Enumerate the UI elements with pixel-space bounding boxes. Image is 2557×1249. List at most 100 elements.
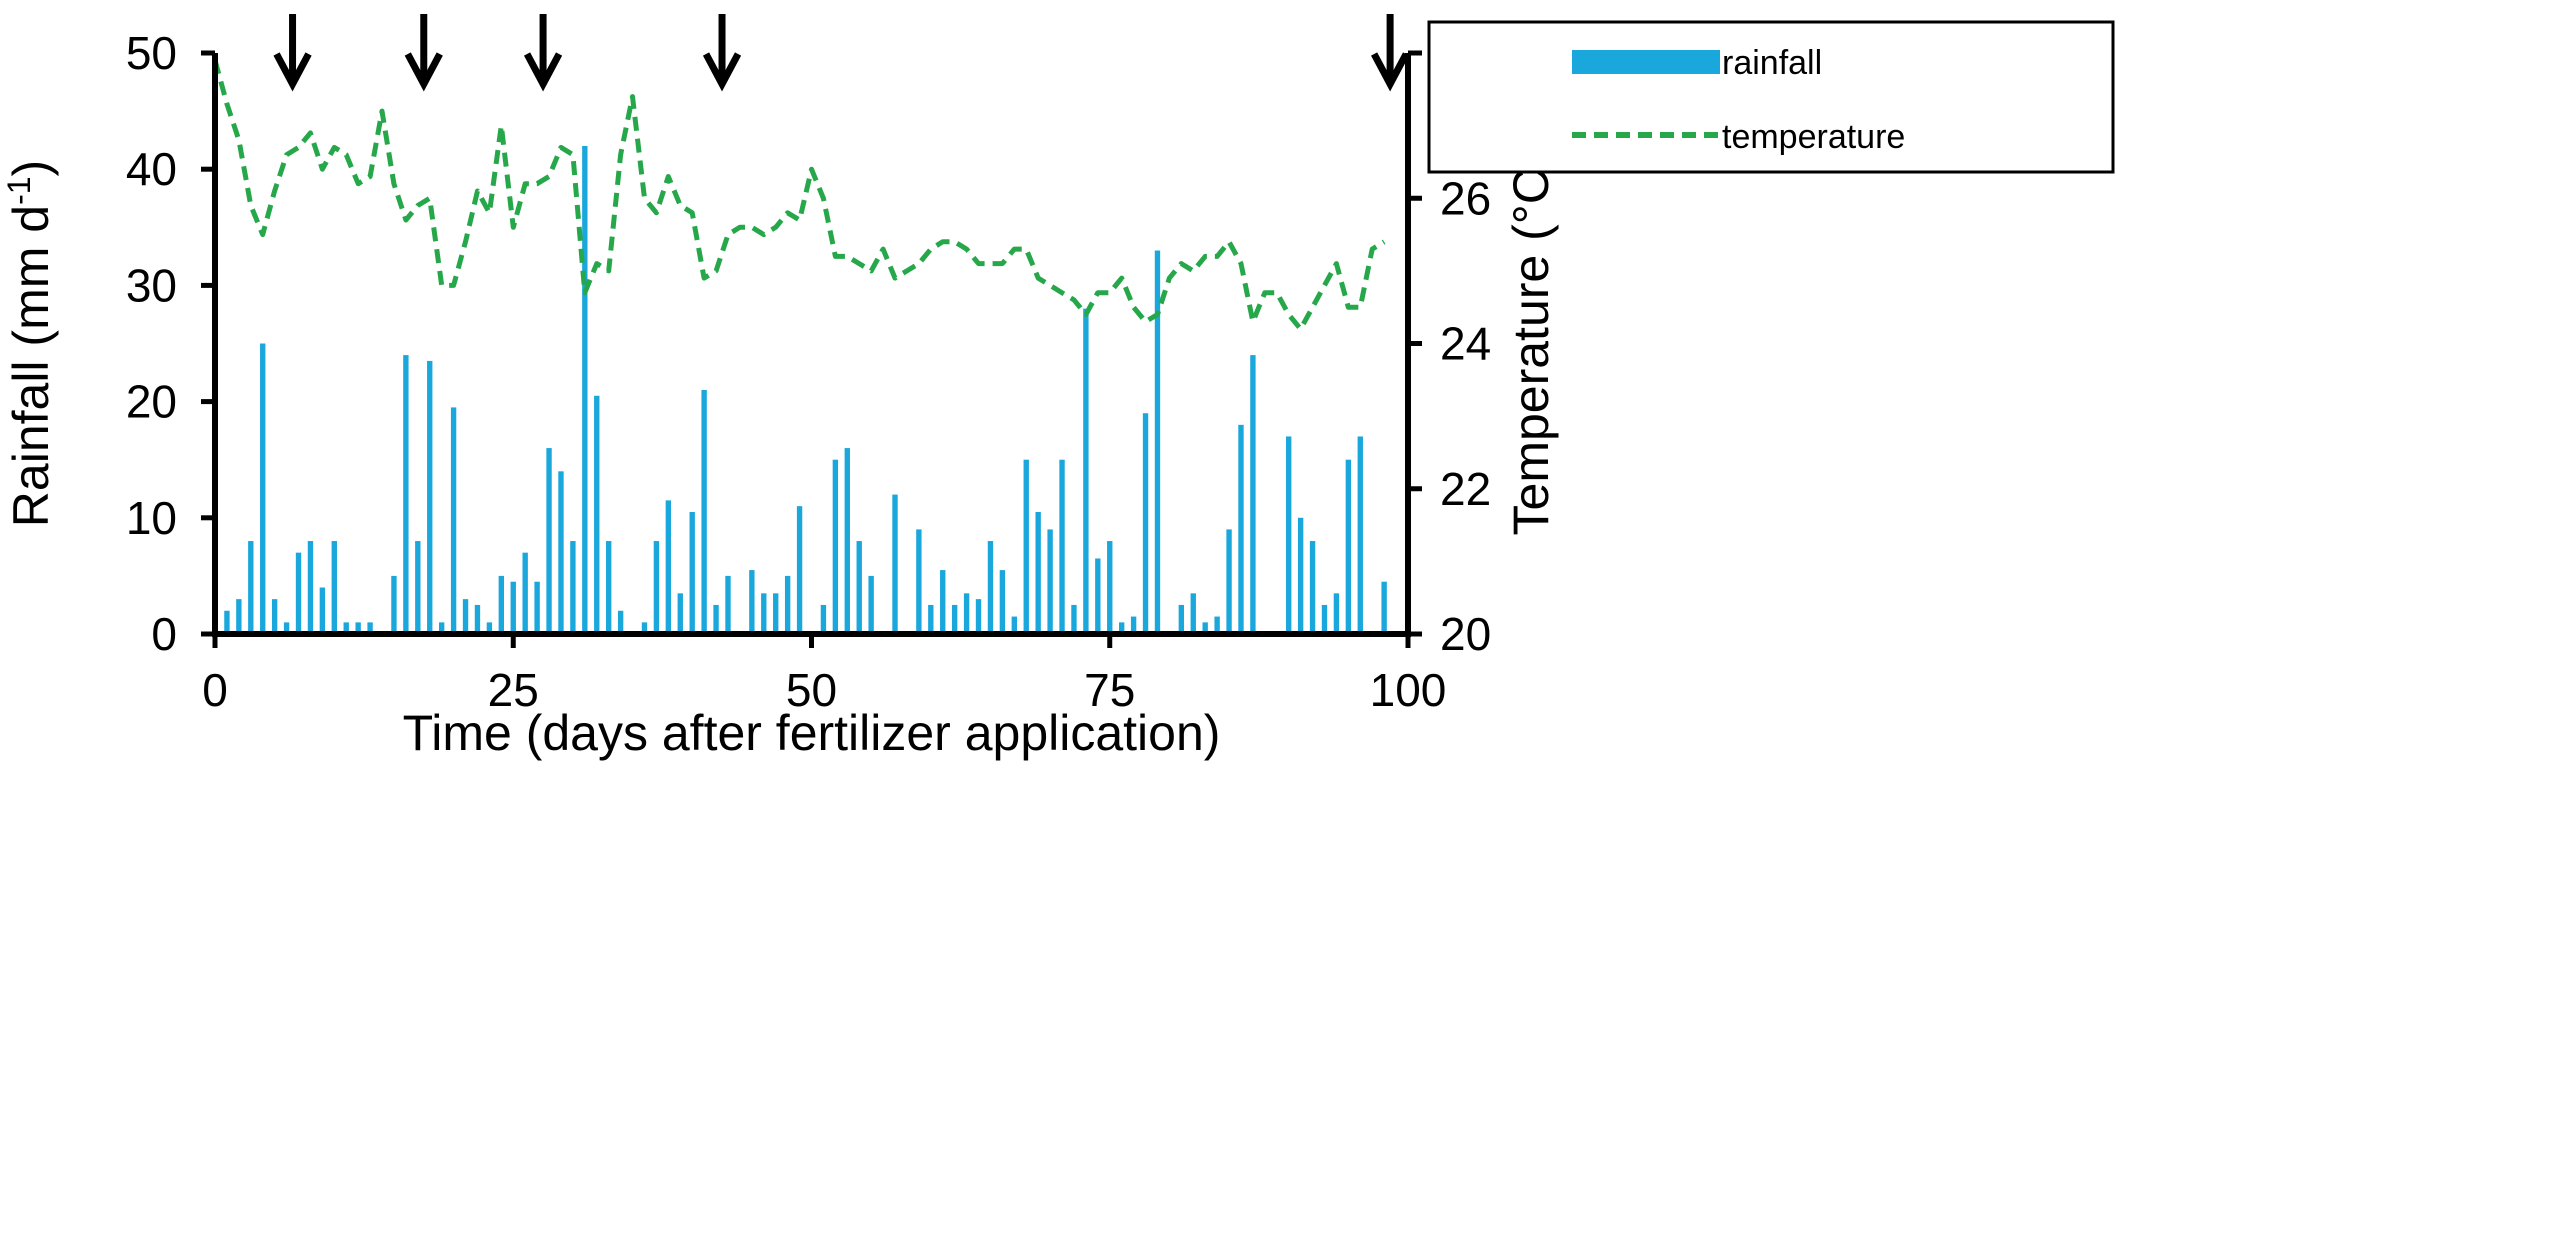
rainfall-bar bbox=[522, 552, 528, 634]
right-y-tick-label: 22 bbox=[1440, 463, 1491, 515]
rainfall-bar bbox=[975, 599, 982, 634]
rainfall-bar bbox=[617, 610, 624, 634]
rainfall-bar bbox=[1023, 459, 1029, 634]
rainfall-bar bbox=[1345, 459, 1352, 634]
rainfall-bar bbox=[701, 389, 707, 634]
arrow-head bbox=[404, 52, 443, 92]
rainfall-bar bbox=[820, 604, 827, 634]
rainfall-bar bbox=[1214, 616, 1220, 634]
rainfall-bar bbox=[1071, 604, 1077, 634]
left-y-axis-title-close: ) bbox=[3, 160, 59, 177]
rainfall-bar bbox=[1357, 436, 1363, 634]
arrow-head bbox=[702, 52, 742, 92]
x-tick-label: 75 bbox=[1084, 664, 1135, 716]
down-arrow-icon bbox=[523, 14, 563, 92]
rainfall-bar bbox=[594, 395, 600, 634]
rainfall-bar bbox=[1130, 616, 1137, 634]
down-arrow-icon bbox=[702, 14, 742, 92]
rainfall-bar bbox=[558, 471, 564, 634]
arrow-head bbox=[273, 52, 312, 92]
rainfall-bar bbox=[951, 604, 958, 634]
x-tick-label: 50 bbox=[786, 664, 837, 716]
rainfall-bar bbox=[725, 575, 731, 634]
rainfall-bar bbox=[1250, 355, 1256, 634]
left-y-tick-label: 50 bbox=[126, 27, 177, 79]
left-y-axis-title-exponent: -1 bbox=[1, 176, 37, 204]
rainfall-bar bbox=[1333, 593, 1340, 634]
rainfall-bar bbox=[1035, 511, 1041, 634]
legend-rainfall-swatch bbox=[1572, 50, 1720, 74]
rainfall-bar bbox=[1309, 541, 1316, 634]
rainfall-bar bbox=[510, 581, 516, 634]
rainfall-bar bbox=[474, 604, 481, 634]
rainfall-bar bbox=[1011, 616, 1017, 634]
legend-box bbox=[1427, 20, 2115, 174]
rainfall-bar bbox=[224, 610, 230, 634]
rainfall-bar bbox=[355, 622, 361, 634]
temperature-line-group bbox=[212, 59, 1386, 332]
rainfall-bar bbox=[796, 506, 803, 634]
x-tick-label: 25 bbox=[488, 664, 539, 716]
rainfall-bar bbox=[773, 593, 779, 634]
rainfall-bar bbox=[1321, 604, 1328, 634]
x-axis-title: Time (days after fertilizer application) bbox=[403, 705, 1221, 761]
rainfall-bar bbox=[1154, 250, 1161, 635]
legend-temperature-label: temperature bbox=[1722, 118, 1905, 156]
rainfall-bar bbox=[391, 575, 397, 634]
rainfall-bar bbox=[856, 541, 862, 634]
down-arrow-icon bbox=[1371, 14, 1410, 92]
x-tick-label: 0 bbox=[202, 664, 228, 716]
arrow-head bbox=[1371, 52, 1410, 92]
rainfall-bar bbox=[248, 541, 254, 634]
rainfall-bar bbox=[1297, 517, 1304, 634]
rainfall-bar bbox=[307, 541, 314, 634]
left-y-tick-label: 0 bbox=[151, 608, 177, 660]
rainfall-bar bbox=[1381, 581, 1387, 634]
axis-ticks: 0255075100010203040502022242628 bbox=[126, 27, 1491, 716]
rainfall-bar bbox=[582, 145, 588, 634]
rainfall-bar bbox=[260, 343, 266, 634]
rainfall-bar bbox=[295, 552, 302, 634]
rainfall-bar bbox=[713, 604, 719, 634]
rainfall-bar bbox=[784, 575, 791, 634]
right-y-tick-label: 26 bbox=[1440, 172, 1491, 224]
rainfall-bar bbox=[450, 407, 457, 634]
legend: rainfall temperature bbox=[1427, 20, 2115, 174]
right-y-tick-label: 20 bbox=[1440, 608, 1491, 660]
rainfall-bar bbox=[1047, 529, 1053, 634]
left-y-tick-label: 30 bbox=[126, 259, 177, 311]
left-y-tick-label: 20 bbox=[126, 376, 177, 428]
rainfall-bar bbox=[486, 622, 493, 634]
rainfall-bar bbox=[1118, 622, 1125, 634]
rainfall-bar bbox=[1238, 424, 1244, 634]
rainfall-bar bbox=[438, 622, 445, 634]
rainfall-bar bbox=[1095, 558, 1101, 634]
rainfall-bar bbox=[606, 541, 612, 634]
rainfall-bar bbox=[427, 360, 433, 634]
rainfall-bar bbox=[1059, 459, 1065, 634]
rainfall-bar bbox=[343, 622, 349, 634]
rainfall-bar bbox=[1083, 308, 1089, 634]
rainfall-bar bbox=[868, 575, 874, 634]
rainfall-bar bbox=[1107, 541, 1113, 634]
rainfall-bar bbox=[1226, 529, 1232, 634]
rainfall-bar bbox=[534, 581, 540, 634]
rainfall-bar bbox=[641, 622, 648, 634]
rainfall-bar bbox=[1190, 593, 1196, 634]
left-y-tick-label: 10 bbox=[126, 492, 177, 544]
rainfall-bar bbox=[367, 622, 373, 634]
rainfall-bar bbox=[999, 570, 1006, 634]
rainfall-bar bbox=[1142, 413, 1149, 634]
left-y-axis-title: Rainfall (mm d-1) bbox=[1, 160, 59, 527]
rainfall-bar bbox=[916, 529, 922, 634]
left-y-axis-title-main: Rainfall (mm d bbox=[3, 205, 59, 527]
rainfall-bar bbox=[963, 593, 970, 634]
down-arrow-icon bbox=[404, 14, 443, 92]
right-y-tick-label: 24 bbox=[1440, 318, 1491, 370]
rainfall-bar bbox=[415, 541, 421, 634]
rainfall-bar bbox=[832, 459, 839, 634]
x-tick-label: 100 bbox=[1370, 664, 1447, 716]
rainfall-bar bbox=[570, 541, 576, 634]
temperature-line bbox=[212, 59, 1386, 332]
